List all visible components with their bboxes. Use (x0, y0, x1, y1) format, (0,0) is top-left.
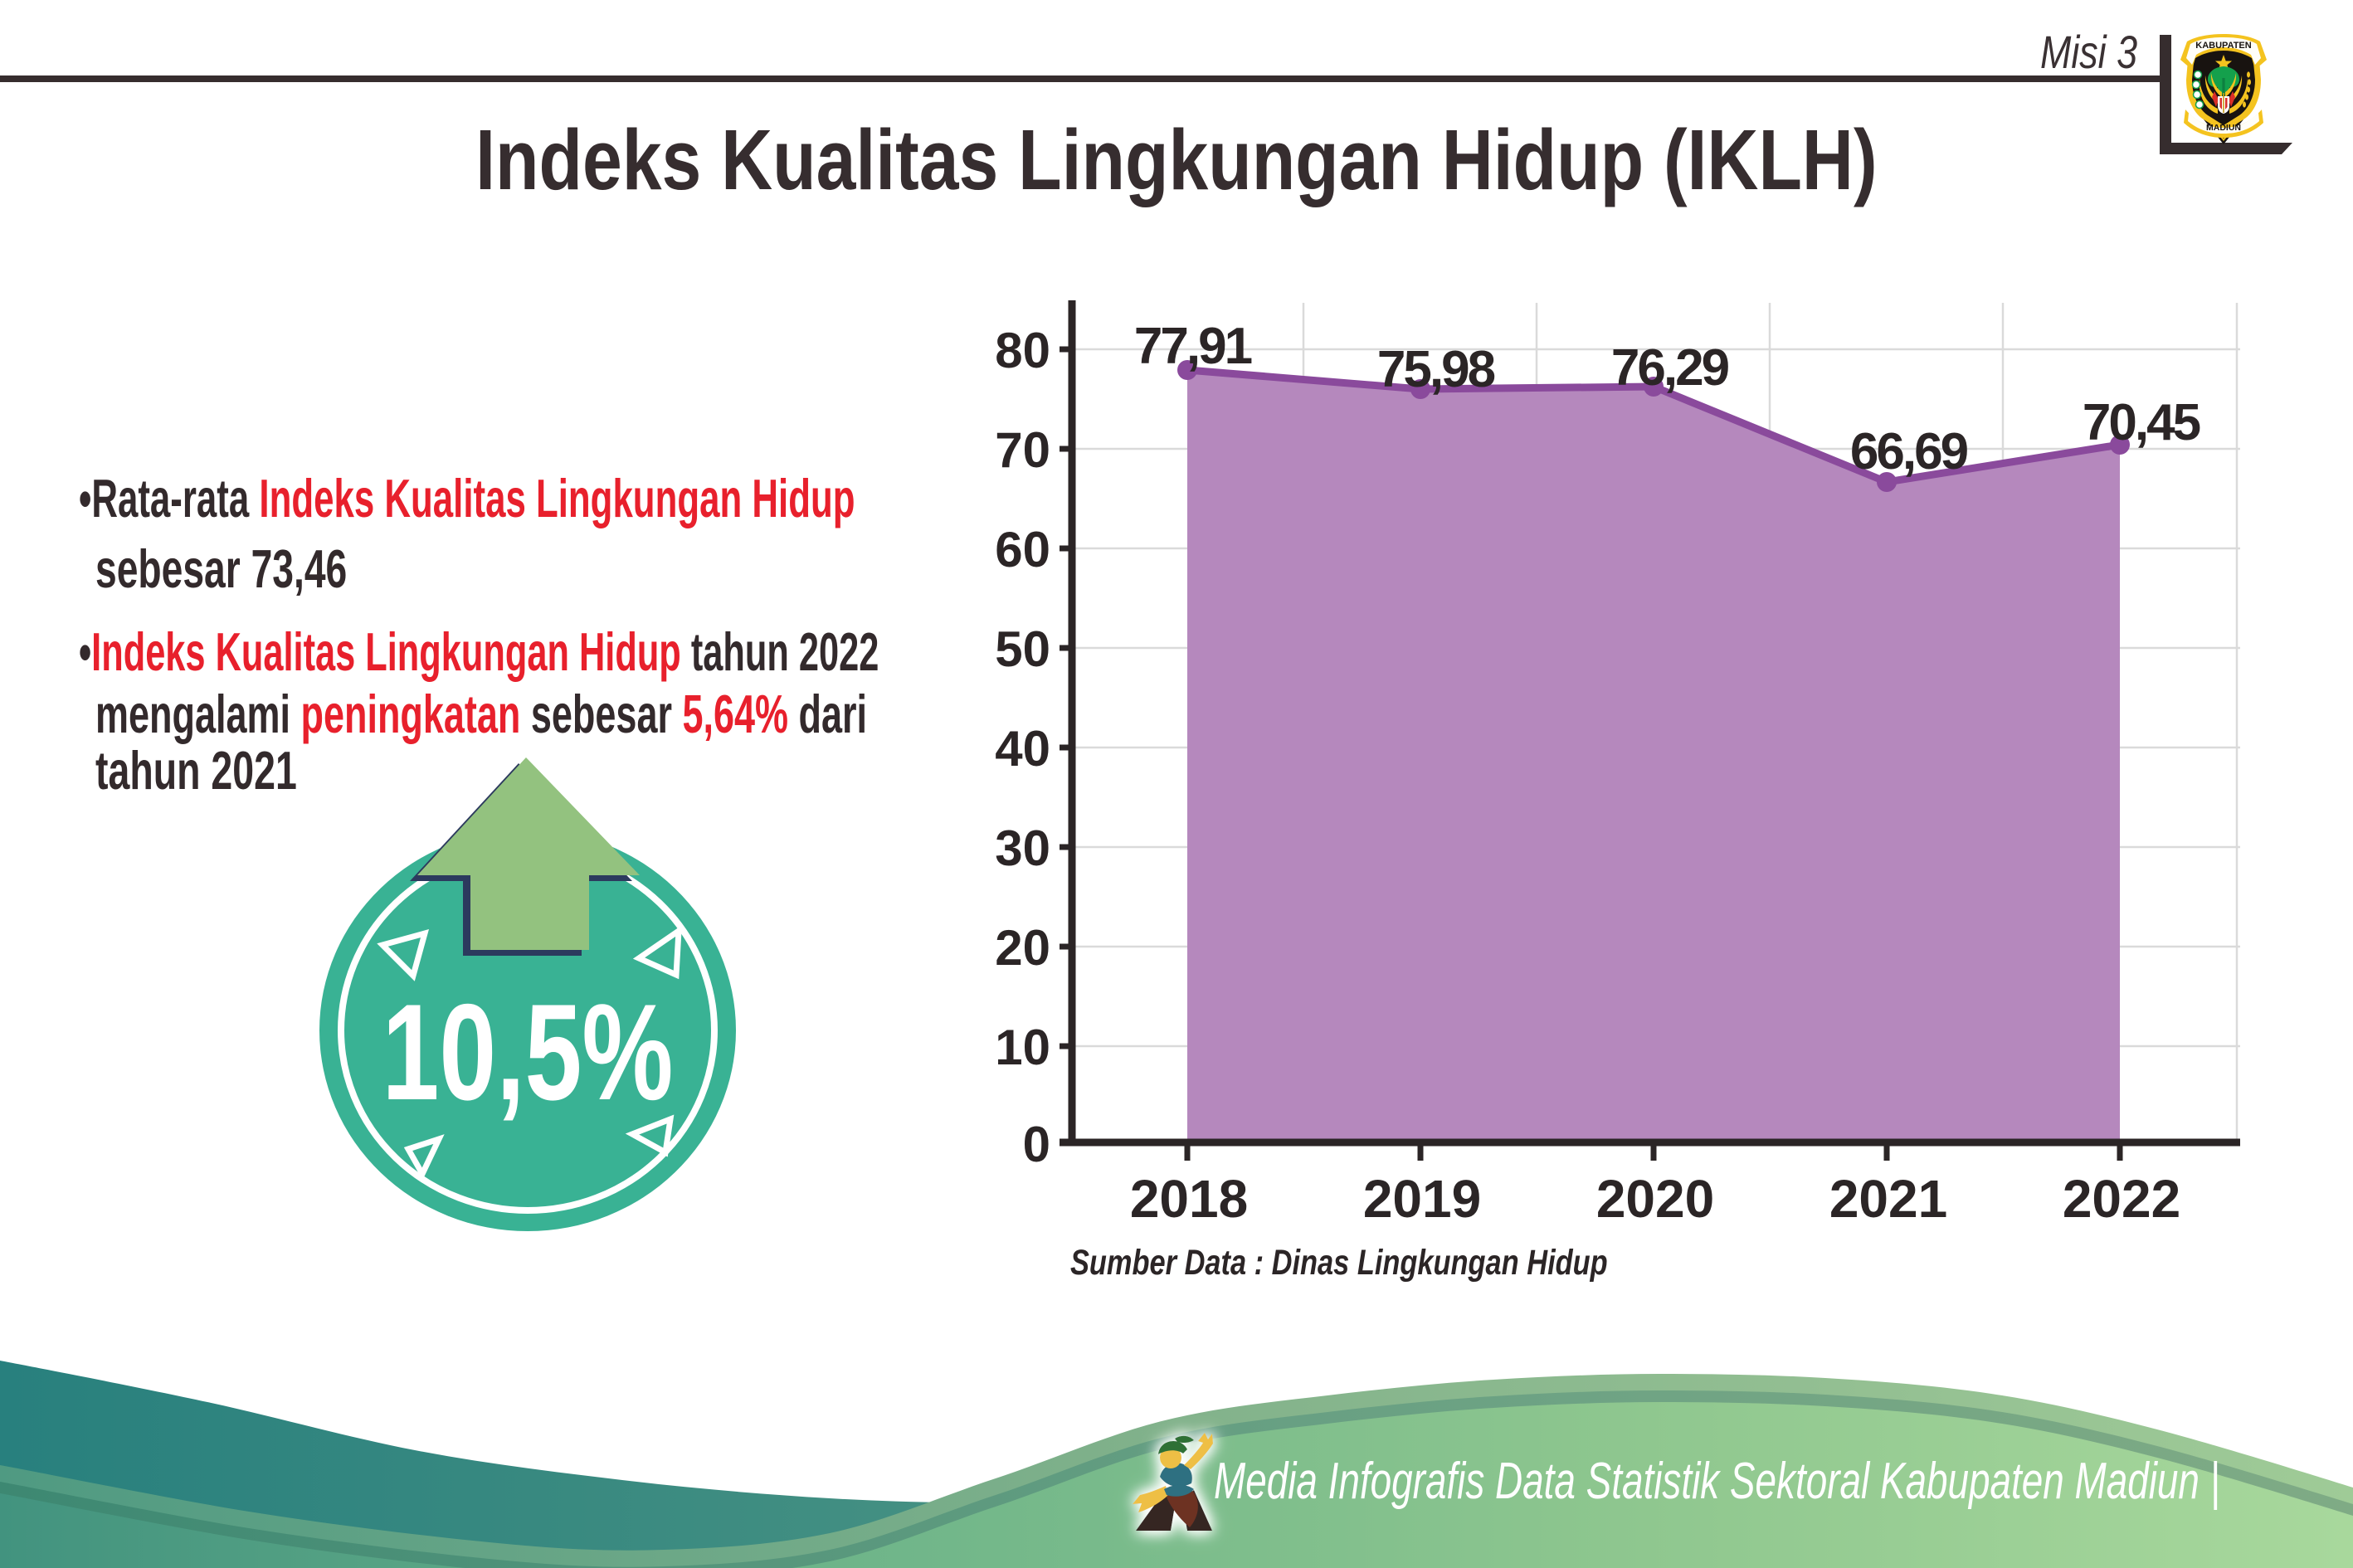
svg-text:10,5%: 10,5% (382, 976, 674, 1128)
svg-text:76,29: 76,29 (1611, 339, 1729, 397)
svg-text:70: 70 (995, 422, 1050, 478)
svg-text:2018: 2018 (1130, 1169, 1248, 1229)
svg-text:40: 40 (995, 721, 1050, 777)
svg-text:2019: 2019 (1363, 1169, 1481, 1229)
svg-text:10: 10 (995, 1020, 1050, 1075)
svg-text:0: 0 (1023, 1117, 1050, 1172)
svg-text:70,45: 70,45 (2083, 394, 2200, 451)
svg-text:80: 80 (995, 323, 1050, 378)
svg-text:75,98: 75,98 (1377, 341, 1495, 398)
svg-text:2020: 2020 (1596, 1169, 1714, 1229)
svg-text:Media Infografis Data Statisti: Media Infografis Data Statistik Sektoral… (1214, 1452, 2220, 1509)
svg-text:2021: 2021 (1829, 1169, 1947, 1229)
svg-text:50: 50 (995, 621, 1050, 677)
svg-text:MADIUN: MADIUN (2206, 123, 2241, 133)
svg-text:20: 20 (995, 920, 1050, 976)
svg-text:KABUPATEN: KABUPATEN (2195, 41, 2251, 51)
svg-text:30: 30 (995, 821, 1050, 876)
svg-text:77,91: 77,91 (1134, 318, 1252, 375)
svg-text:Sumber Data : Dinas Lingkungan: Sumber Data : Dinas Lingkungan Hidup (1070, 1243, 1608, 1282)
svg-text:60: 60 (995, 522, 1050, 577)
svg-text:66,69: 66,69 (1850, 423, 1968, 480)
svg-text:2022: 2022 (2063, 1169, 2180, 1229)
